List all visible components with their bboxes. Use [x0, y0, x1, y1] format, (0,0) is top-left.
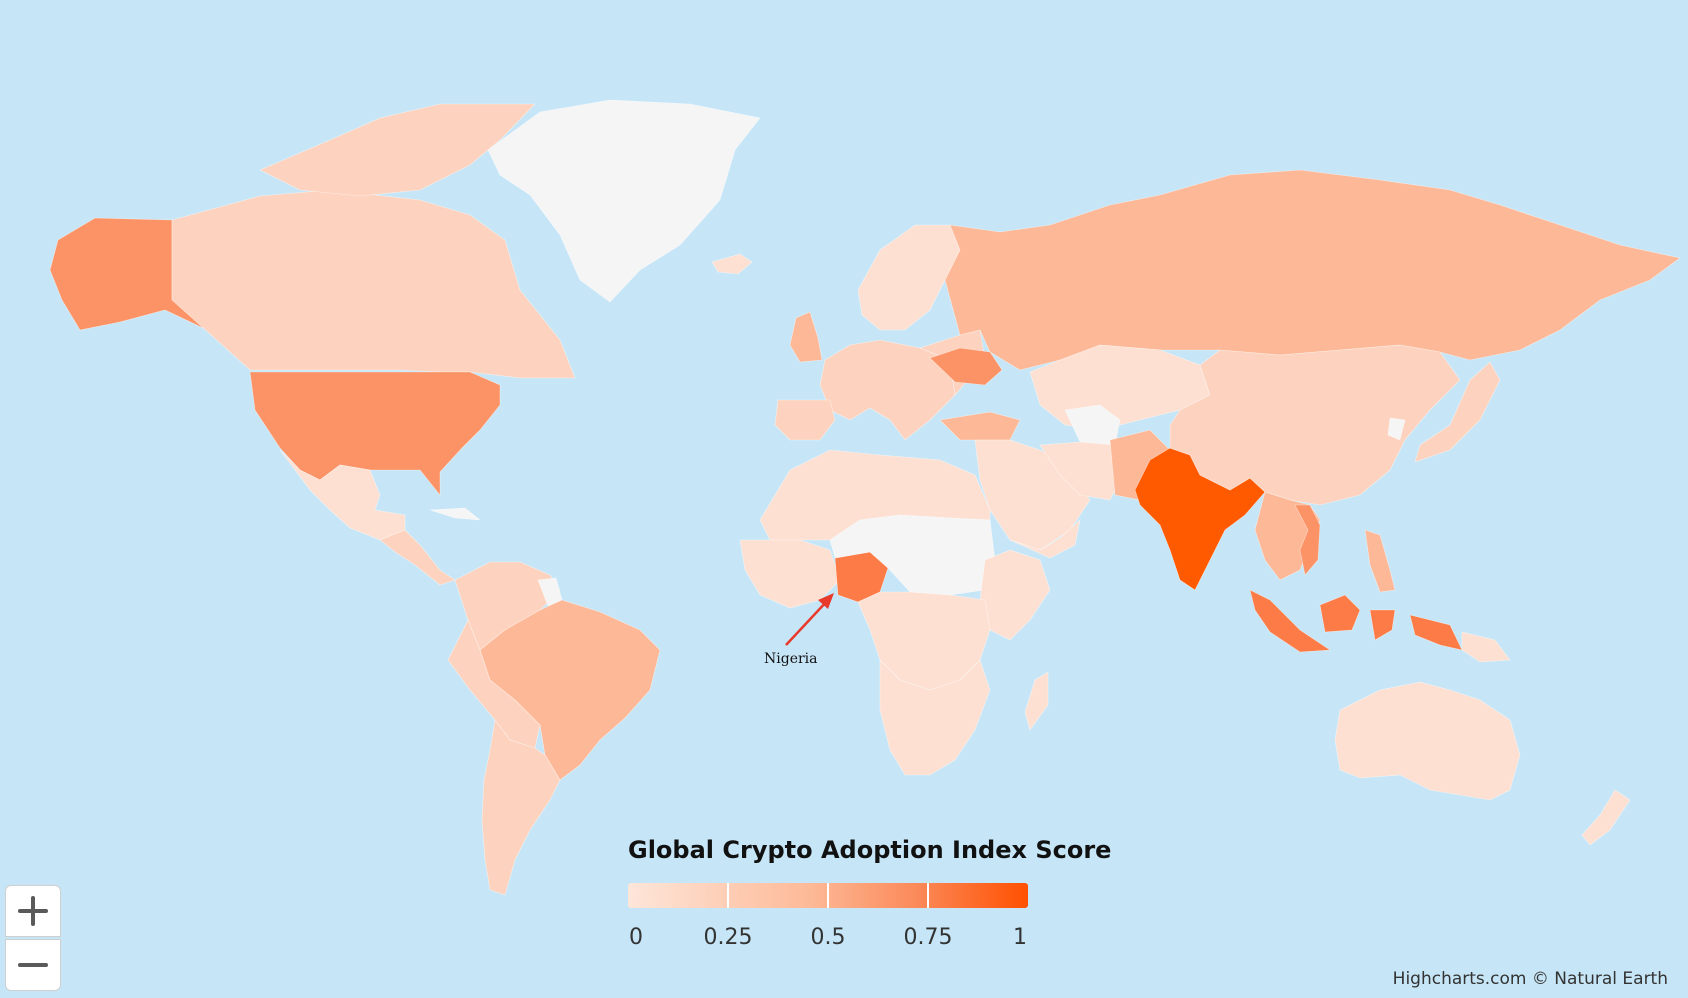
country-turkey[interactable]: [939, 411, 1021, 441]
country-greenland[interactable]: [487, 99, 761, 303]
country-japan[interactable]: [1414, 361, 1501, 463]
minus-icon: [18, 950, 48, 980]
country-argentina-chile[interactable]: [481, 719, 561, 896]
legend-label-1: 1: [1013, 925, 1027, 950]
country-papua-new-guinea[interactable]: [1461, 631, 1511, 663]
legend-label-025: 0.25: [703, 925, 753, 950]
country-indonesia-east[interactable]: [1369, 609, 1463, 651]
country-scandinavia[interactable]: [857, 224, 961, 331]
country-madagascar[interactable]: [1024, 671, 1049, 731]
zoom-in-button[interactable]: [5, 885, 61, 937]
legend-tick: [827, 883, 829, 908]
country-mexico[interactable]: [279, 449, 406, 541]
country-cuba[interactable]: [429, 507, 481, 521]
country-yemen-oman[interactable]: [1009, 519, 1081, 559]
country-russia[interactable]: [944, 169, 1681, 371]
country-philippines[interactable]: [1364, 529, 1396, 593]
country-east-africa[interactable]: [979, 549, 1051, 641]
legend-label-0: 0: [629, 925, 643, 950]
country-indonesia[interactable]: [1249, 589, 1331, 653]
legend-title: Global Crypto Adoption Index Score: [628, 836, 1112, 864]
country-west-africa[interactable]: [739, 539, 841, 609]
country-turkmenistan[interactable]: [1064, 404, 1121, 446]
country-china[interactable]: [1169, 344, 1461, 506]
zoom-out-button[interactable]: [5, 939, 61, 991]
legend-tick: [927, 883, 929, 908]
legend-label-05: 0.5: [810, 925, 846, 950]
country-usa[interactable]: [249, 371, 501, 496]
country-australia[interactable]: [1334, 681, 1521, 801]
country-iceland[interactable]: [711, 253, 753, 275]
nigeria-label: Nigeria: [764, 651, 818, 667]
country-iberia[interactable]: [774, 399, 836, 441]
country-uk[interactable]: [789, 311, 823, 363]
country-alaska[interactable]: [49, 217, 221, 337]
legend-tick: [727, 883, 729, 908]
credits-link[interactable]: Highcharts.com © Natural Earth: [1392, 969, 1668, 989]
country-indonesia-borneo[interactable]: [1319, 594, 1361, 633]
country-vietnam[interactable]: [1294, 504, 1321, 576]
country-southern-africa[interactable]: [879, 659, 991, 776]
legend-color-bar: [628, 883, 1028, 908]
countries-layer: [49, 99, 1681, 896]
country-canada-islands[interactable]: [259, 103, 536, 197]
country-ukraine[interactable]: [929, 347, 1003, 386]
country-korea[interactable]: [1387, 417, 1406, 441]
country-new-zealand[interactable]: [1581, 789, 1631, 846]
plus-icon: [18, 896, 48, 926]
country-europe-west[interactable]: [819, 339, 956, 441]
nigeria-annotation: [785, 593, 834, 646]
legend-label-075: 0.75: [903, 925, 953, 950]
country-central-america[interactable]: [379, 529, 456, 586]
country-canada[interactable]: [171, 189, 576, 379]
